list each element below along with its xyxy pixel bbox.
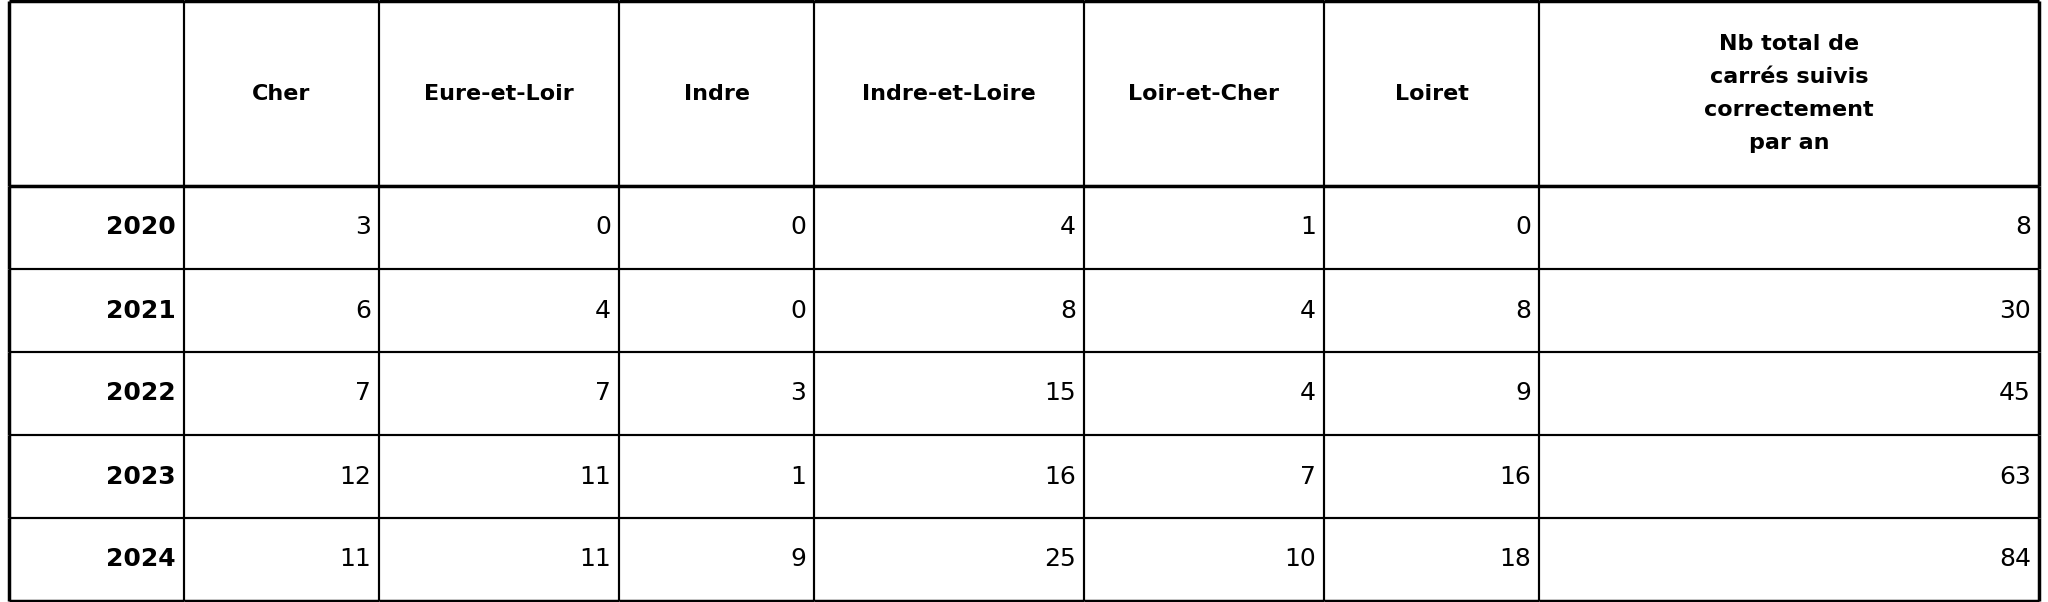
Bar — [1083, 435, 1323, 518]
Text: 2023: 2023 — [106, 465, 176, 488]
Text: Loiret: Loiret — [1395, 84, 1468, 104]
Text: 11: 11 — [580, 547, 610, 571]
Text: 16: 16 — [1499, 465, 1532, 488]
Text: 2024: 2024 — [106, 547, 176, 571]
Text: 8: 8 — [1516, 299, 1532, 323]
Bar — [1323, 1, 1538, 186]
Text: 16: 16 — [1044, 465, 1075, 488]
Text: Nb total de
carrés suivis
correctement
par an: Nb total de carrés suivis correctement p… — [1704, 34, 1874, 153]
Text: 2021: 2021 — [106, 299, 176, 323]
Bar — [813, 518, 1083, 601]
Bar — [618, 518, 813, 601]
Bar — [8, 518, 184, 601]
Text: 8: 8 — [2015, 216, 2032, 240]
Bar — [1083, 186, 1323, 269]
Text: 4: 4 — [596, 299, 610, 323]
Bar — [813, 269, 1083, 352]
Bar — [1538, 518, 2040, 601]
Bar — [618, 186, 813, 269]
Bar — [813, 186, 1083, 269]
Text: 30: 30 — [1999, 299, 2032, 323]
Text: 10: 10 — [1284, 547, 1317, 571]
Bar — [1083, 1, 1323, 186]
Bar — [813, 352, 1083, 435]
Text: Indre-et-Loire: Indre-et-Loire — [862, 84, 1036, 104]
Text: 15: 15 — [1044, 382, 1075, 406]
Text: 45: 45 — [1999, 382, 2032, 406]
Bar — [1323, 186, 1538, 269]
Text: 9: 9 — [791, 547, 807, 571]
Bar — [1538, 1, 2040, 186]
Text: 4: 4 — [1300, 382, 1317, 406]
Bar — [1083, 269, 1323, 352]
Text: 0: 0 — [596, 216, 610, 240]
Text: 4: 4 — [1061, 216, 1075, 240]
Text: 0: 0 — [1516, 216, 1532, 240]
Text: 18: 18 — [1499, 547, 1532, 571]
Bar — [8, 1, 184, 186]
Bar — [1538, 352, 2040, 435]
Bar — [379, 1, 618, 186]
Text: Indre: Indre — [684, 84, 750, 104]
Text: 4: 4 — [1300, 299, 1317, 323]
Text: 0: 0 — [791, 299, 807, 323]
Bar — [379, 518, 618, 601]
Text: 84: 84 — [1999, 547, 2032, 571]
Text: 9: 9 — [1516, 382, 1532, 406]
Text: 7: 7 — [596, 382, 610, 406]
Text: 12: 12 — [340, 465, 371, 488]
Text: 2020: 2020 — [106, 216, 176, 240]
Bar — [813, 1, 1083, 186]
Bar — [184, 435, 379, 518]
Bar — [1083, 352, 1323, 435]
Text: 8: 8 — [1061, 299, 1075, 323]
Bar — [1323, 435, 1538, 518]
Bar — [379, 269, 618, 352]
Bar — [1323, 518, 1538, 601]
Bar — [813, 435, 1083, 518]
Bar — [1323, 269, 1538, 352]
Text: Cher: Cher — [252, 84, 311, 104]
Bar — [8, 352, 184, 435]
Bar — [8, 435, 184, 518]
Text: 6: 6 — [354, 299, 371, 323]
Bar — [184, 269, 379, 352]
Text: 2022: 2022 — [106, 382, 176, 406]
Bar — [1323, 352, 1538, 435]
Bar — [379, 352, 618, 435]
Bar — [379, 435, 618, 518]
Text: 7: 7 — [354, 382, 371, 406]
Text: 25: 25 — [1044, 547, 1075, 571]
Bar — [1538, 269, 2040, 352]
Text: 3: 3 — [791, 382, 807, 406]
Bar — [618, 1, 813, 186]
Bar — [8, 269, 184, 352]
Bar — [184, 518, 379, 601]
Text: Loir-et-Cher: Loir-et-Cher — [1128, 84, 1280, 104]
Bar — [1538, 186, 2040, 269]
Bar — [184, 186, 379, 269]
Text: 3: 3 — [354, 216, 371, 240]
Bar — [618, 269, 813, 352]
Text: 11: 11 — [340, 547, 371, 571]
Text: 63: 63 — [1999, 465, 2032, 488]
Bar — [1083, 518, 1323, 601]
Bar — [184, 1, 379, 186]
Bar — [618, 435, 813, 518]
Bar — [379, 186, 618, 269]
Text: 11: 11 — [580, 465, 610, 488]
Bar — [184, 352, 379, 435]
Bar — [618, 352, 813, 435]
Bar — [8, 186, 184, 269]
Bar — [1538, 435, 2040, 518]
Text: 0: 0 — [791, 216, 807, 240]
Text: 7: 7 — [1300, 465, 1317, 488]
Text: 1: 1 — [791, 465, 807, 488]
Text: 1: 1 — [1300, 216, 1317, 240]
Text: Eure-et-Loir: Eure-et-Loir — [424, 84, 573, 104]
